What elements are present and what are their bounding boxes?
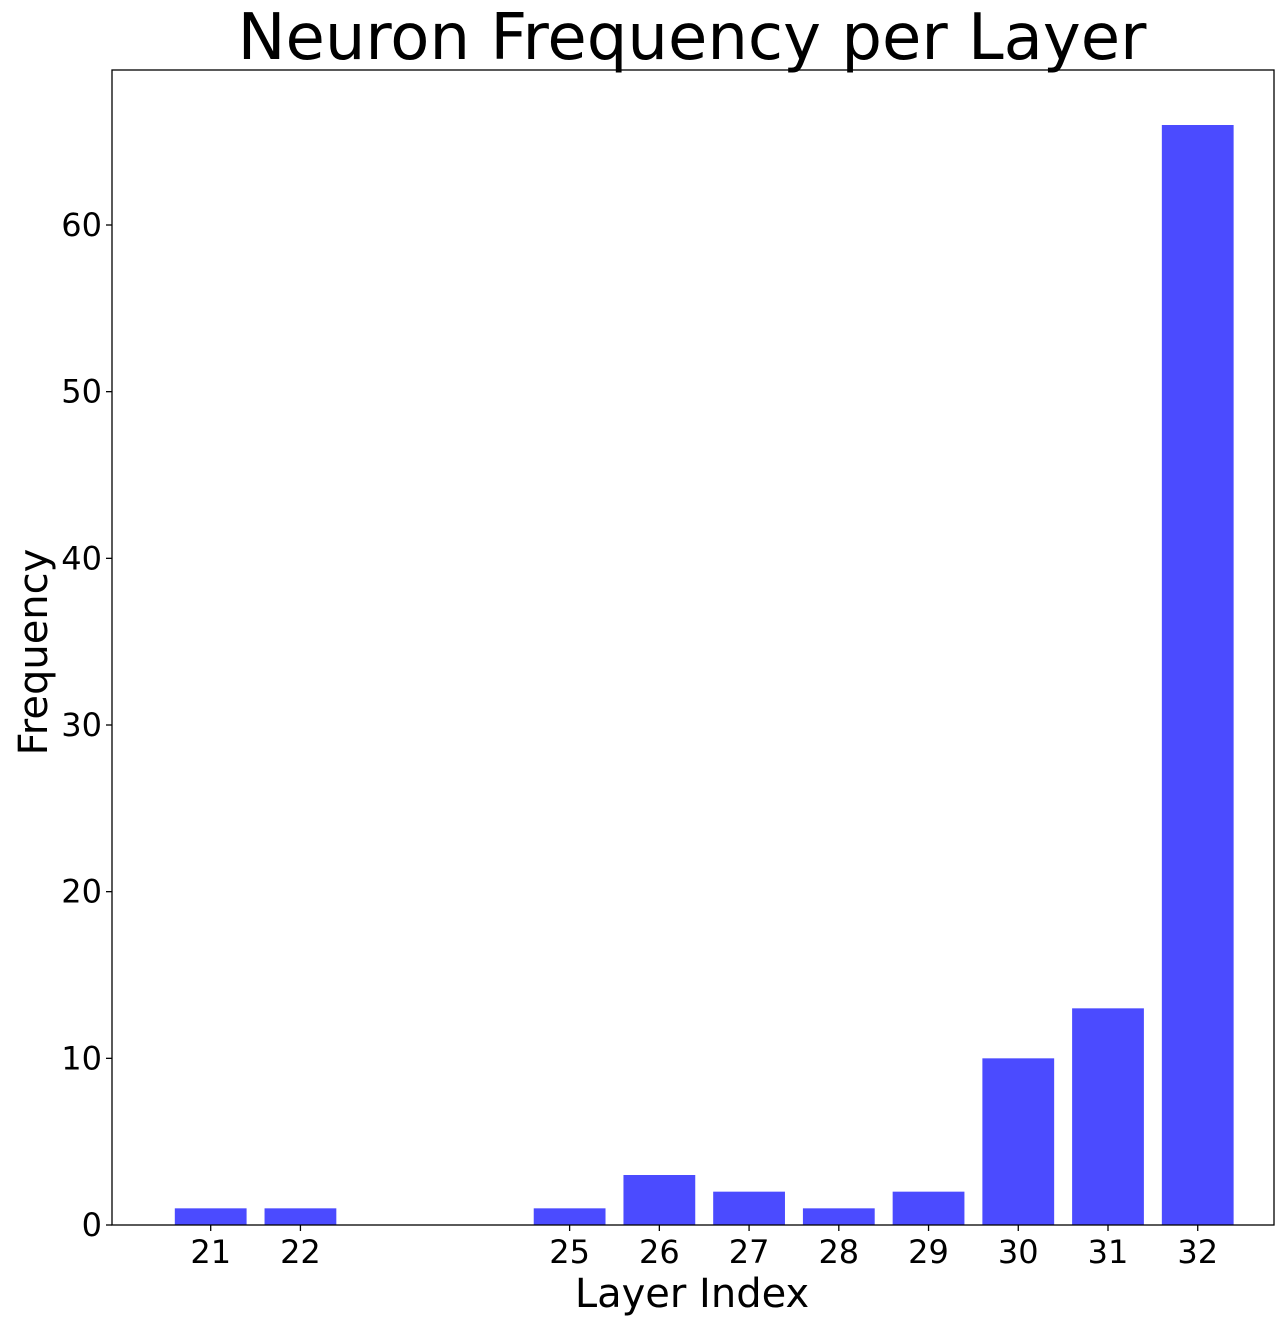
- x-tick-label: 21: [190, 1233, 231, 1271]
- bar-layer-25: [533, 1208, 606, 1225]
- x-tick-label: 31: [1088, 1233, 1129, 1271]
- bar-layer-22: [264, 1208, 337, 1225]
- y-tick-label: 40: [61, 539, 102, 577]
- chart-title: Neuron Frequency per Layer: [238, 1, 1148, 75]
- x-axis: 21 22 25 26 27 28 29 30 31 32: [190, 1225, 1218, 1271]
- bar-layer-31: [1072, 1008, 1144, 1225]
- x-tick-label: 30: [998, 1233, 1039, 1271]
- bar-layer-26: [623, 1175, 696, 1225]
- bar-layer-21: [174, 1208, 247, 1225]
- y-axis: 0 10 20 30 40 50 60: [61, 206, 112, 1244]
- x-tick-label: 26: [639, 1233, 680, 1271]
- y-tick-label: 10: [61, 1039, 102, 1077]
- y-axis-label: Frequency: [11, 549, 57, 756]
- y-tick-label: 20: [61, 873, 102, 911]
- bar-layer-32: [1161, 125, 1234, 1225]
- y-tick-label: 60: [61, 206, 102, 244]
- y-tick-label: 30: [61, 706, 102, 744]
- x-tick-label: 22: [280, 1233, 321, 1271]
- bar-layer-27: [713, 1191, 785, 1225]
- y-tick-label: 50: [61, 373, 102, 411]
- bar-layer-28: [802, 1208, 875, 1225]
- bar-layer-29: [892, 1191, 965, 1225]
- x-axis-label: Layer Index: [575, 1271, 809, 1317]
- x-tick-label: 28: [818, 1233, 859, 1271]
- bars: [174, 125, 1234, 1225]
- bar-layer-30: [982, 1058, 1055, 1225]
- y-tick-label: 0: [82, 1206, 102, 1244]
- x-tick-label: 27: [729, 1233, 770, 1271]
- x-tick-label: 25: [549, 1233, 590, 1271]
- plot-frame: [111, 69, 1275, 1226]
- x-tick-label: 29: [908, 1233, 949, 1271]
- x-tick-label: 32: [1177, 1233, 1218, 1271]
